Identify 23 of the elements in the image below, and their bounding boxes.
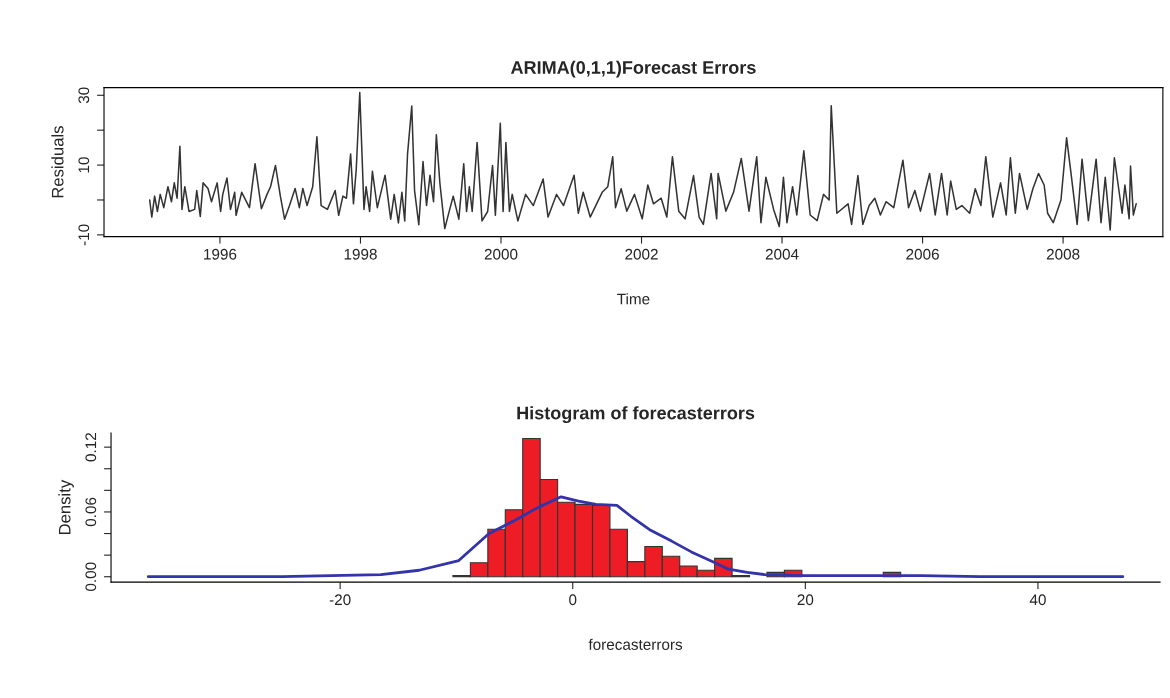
- x-tick-label: 2006: [906, 248, 939, 260]
- y-tick-label: 30: [78, 87, 90, 104]
- x-tick-label: 2000: [484, 248, 518, 260]
- y-axis-title: Residuals: [51, 126, 64, 198]
- chart-title: ARIMA(0,1,1)Forecast Errors: [510, 60, 756, 78]
- x-tick-label: 2008: [1046, 248, 1080, 260]
- y-axis-title: Density: [58, 479, 74, 535]
- x-tick-label: 2004: [765, 248, 799, 260]
- x-tick-label: 2002: [625, 248, 658, 260]
- y-tick-label: 0.12: [85, 433, 97, 462]
- y-tick-label: 10: [78, 157, 90, 173]
- x-tick-label: -20: [329, 594, 351, 606]
- x-tick-label: 0: [569, 594, 577, 606]
- y-tick-label: -10: [78, 224, 90, 246]
- x-tick-label: 20: [797, 594, 814, 606]
- x-tick-label: 1998: [344, 248, 377, 260]
- x-tick-label: 1996: [204, 248, 237, 260]
- x-axis-title: Time: [617, 293, 650, 305]
- x-axis-title: forecasterrors: [588, 638, 683, 650]
- y-tick-label: 0.00: [85, 562, 97, 591]
- x-tick-label: 40: [1029, 594, 1046, 606]
- chart-title: Histogram of forecasterrors: [517, 406, 755, 424]
- y-tick-label: 0.06: [85, 497, 97, 527]
